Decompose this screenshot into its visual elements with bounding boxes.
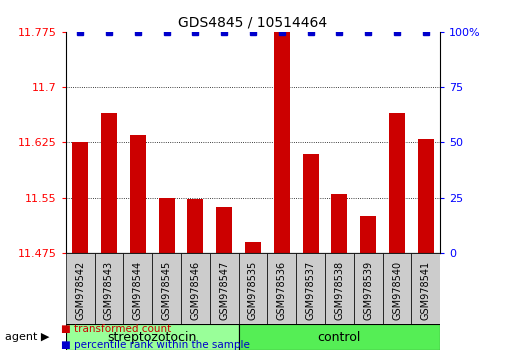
Bar [353,253,382,324]
Bar [267,253,295,324]
Bar [324,253,353,324]
Title: GDS4845 / 10514464: GDS4845 / 10514464 [178,15,327,29]
Bar [302,154,318,253]
Bar [216,207,232,253]
Bar [187,199,203,253]
Text: GSM978536: GSM978536 [276,261,286,320]
Bar [238,253,267,324]
Text: streptozotocin: streptozotocin [107,331,196,344]
Bar [130,135,145,253]
Text: ■ transformed count: ■ transformed count [61,324,171,334]
Bar [181,253,210,324]
Text: agent ▶: agent ▶ [5,332,49,342]
Bar [382,253,411,324]
Bar [152,253,181,324]
Bar [360,216,375,253]
Bar [94,253,123,324]
Bar [273,32,289,253]
Bar [123,253,152,324]
Bar [66,253,94,324]
Bar [388,113,404,253]
Text: ■ percentile rank within the sample: ■ percentile rank within the sample [61,340,249,350]
Bar [244,242,261,253]
Text: GSM978546: GSM978546 [190,261,200,320]
Bar [238,324,439,350]
Bar [417,139,433,253]
Text: GSM978539: GSM978539 [363,261,373,320]
Text: GSM978541: GSM978541 [420,261,430,320]
Text: GSM978543: GSM978543 [104,261,114,320]
Text: GSM978537: GSM978537 [305,261,315,320]
Text: GSM978547: GSM978547 [219,261,229,320]
Text: GSM978545: GSM978545 [161,261,171,320]
Bar [101,113,117,253]
Bar [66,324,238,350]
Text: GSM978538: GSM978538 [334,261,344,320]
Text: GSM978535: GSM978535 [247,261,258,320]
Bar [159,198,174,253]
Bar [331,194,346,253]
Text: GSM978540: GSM978540 [391,261,401,320]
Bar [210,253,238,324]
Bar [295,253,324,324]
Text: GSM978542: GSM978542 [75,261,85,320]
Text: GSM978544: GSM978544 [132,261,142,320]
Text: control: control [317,331,361,344]
Bar [411,253,439,324]
Bar [72,143,88,253]
